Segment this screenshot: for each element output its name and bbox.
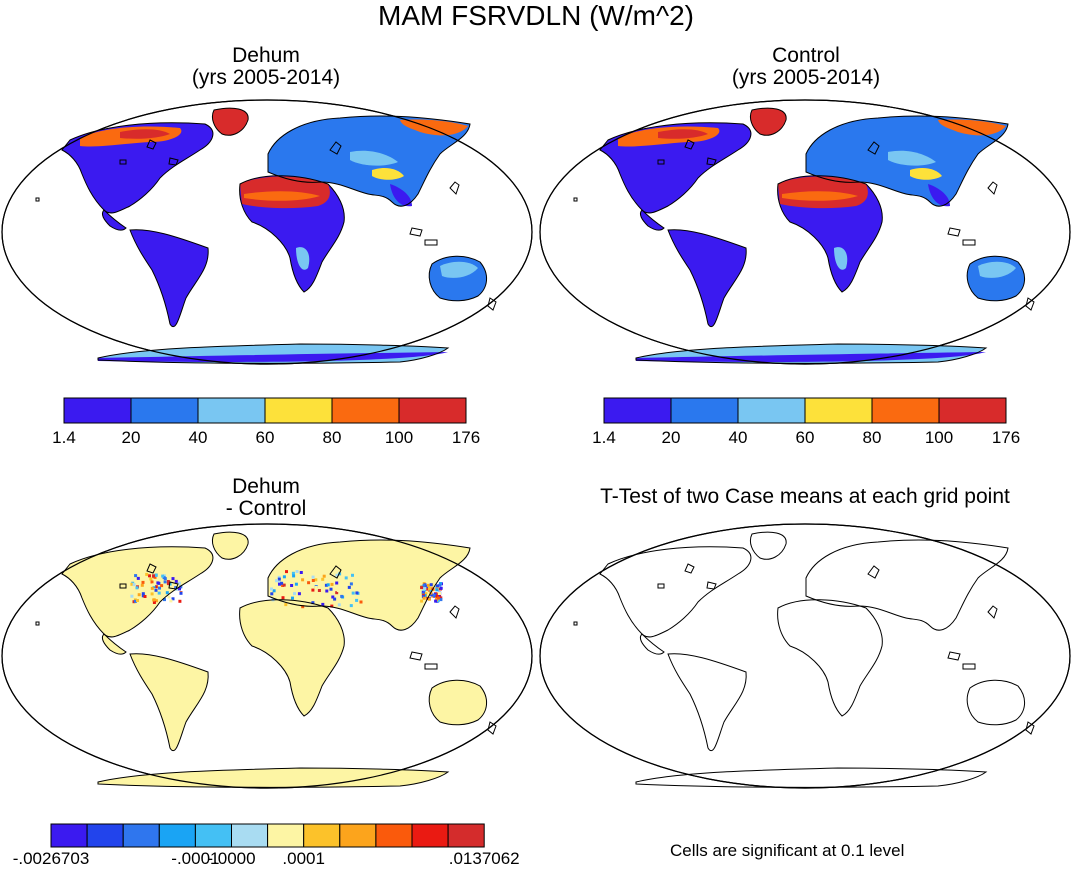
figure-title: MAM FSRVDLN (W/m^2) [378,0,694,31]
colorbar-swatch [158,823,196,848]
colorbar-swatch [63,397,132,424]
colorbar-swatch [86,823,124,848]
land-sa [668,229,747,327]
colorbar-swatch [339,823,377,848]
colorbar-swatch [267,823,305,848]
colorbar-tick-label: -.0001 [171,849,219,868]
colorbar-swatch [804,397,873,424]
colorbar-tick-label: 100 [385,428,413,447]
diff-title: Dehum - Control [86,476,446,520]
dehum-title-line2: (yrs 2005-2014) [191,66,341,89]
land-sa [130,229,209,327]
colorbar-tick-label: 40 [189,428,208,447]
colorbar-tick-label: 80 [863,428,882,447]
colorbar-tick-label: 40 [729,428,748,447]
control-title-line2: (yrs 2005-2014) [731,66,881,89]
ttest-map [539,523,1071,789]
colorbar-tick-label: 20 [662,428,681,447]
colorbar-swatch [231,823,269,848]
colorbar-swatch [50,823,88,848]
coastlines [573,531,1035,788]
dehum-title: Dehum (yrs 2005-2014) [86,45,446,89]
dehum-colorbar: 1.4 20 40 60 80 100 176 [52,397,480,447]
colorbar-swatch [122,823,160,848]
continents [62,108,487,364]
colorbar-tick-label: 20 [122,428,141,447]
colorbar-swatch [603,397,672,424]
land-na [62,546,213,637]
colorbar-swatch [737,397,806,424]
colorbar-swatch [130,397,199,424]
colorbar-tick-label: 80 [323,428,342,447]
diff-title-line2: - Control [225,497,307,520]
ttest-note: Cells are significant at 0.1 level [670,841,905,860]
colorbar-swatch [197,397,266,424]
control-title-line1: Control [772,44,840,67]
colorbar-swatch [447,823,485,848]
colorbar-tick-label: -.0026703 [13,849,90,868]
colorbar-tick-label: 60 [256,428,275,447]
colorbar-swatch [375,823,413,848]
land-ca [640,210,664,231]
land-ca [102,210,126,231]
colorbar-tick-label: .0001 [282,849,325,868]
land-eu [268,540,470,631]
colorbar-swatch [398,397,467,424]
land-ant [98,768,448,788]
continents [62,532,487,788]
colorbar-swatch [331,397,400,424]
colorbar-swatch [938,397,1007,424]
diff-map [1,523,533,789]
land-green [212,108,249,136]
land-au [429,680,487,725]
dehum-map [1,99,533,365]
colorbar-swatch [194,823,232,848]
colorbar-tick-label: 176 [992,428,1020,447]
colorbar-swatch [303,823,341,848]
colorbar-swatch [264,397,333,424]
land-sa [130,653,209,751]
colorbar-tick-label: 1.4 [52,428,76,447]
control-title: Control (yrs 2005-2014) [626,45,986,89]
colorbar-tick-label: 176 [452,428,480,447]
colorbar-tick-label: -.0000 [207,849,255,868]
control-map [539,99,1071,365]
colorbar-swatch [670,397,739,424]
land-af [239,599,345,716]
colorbar-tick-label: 60 [796,428,815,447]
colorbar-swatch [411,823,449,848]
colorbar-tick-label: 100 [925,428,953,447]
colorbar-tick-label: 1.4 [592,428,616,447]
control-colorbar: 1.4 20 40 60 80 100 176 [592,397,1020,447]
diff-title-line1: Dehum [232,475,300,498]
land-ca [102,634,126,655]
land-green [750,108,787,136]
dehum-title-line1: Dehum [232,44,300,67]
colorbar-swatch [871,397,940,424]
land-green [212,532,249,560]
colorbar-tick-label: .0137062 [449,849,520,868]
ttest-title: T-Test of two Case means at each grid po… [600,485,1010,508]
diff-colorbar: -.0026703 -.0001-.0000 .0001 .0137062 [13,823,520,868]
continents [600,108,1025,364]
